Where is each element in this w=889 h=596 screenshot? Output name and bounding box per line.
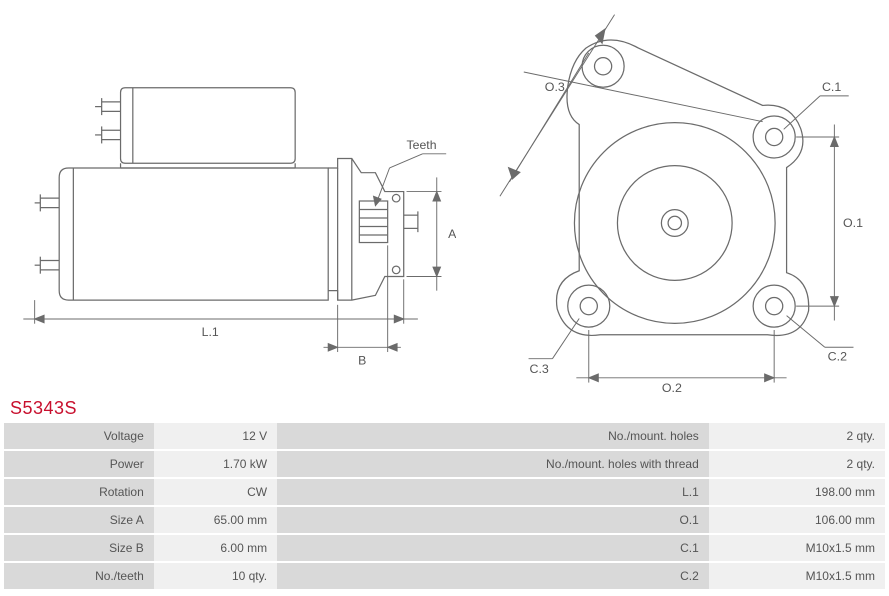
- spec-label: Power: [4, 451, 154, 477]
- spec-label: L.1: [277, 479, 709, 505]
- dim-label-o1: O.1: [843, 216, 863, 230]
- table-row: Power 1.70 kW No./mount. holes with thre…: [4, 451, 885, 477]
- table-row: Voltage 12 V No./mount. holes 2 qty.: [4, 423, 885, 449]
- spec-label: C.1: [277, 535, 709, 561]
- spec-value: 2 qty.: [709, 423, 885, 449]
- table-row: Size A 65.00 mm O.1 106.00 mm: [4, 507, 885, 533]
- diagram-area: L.1 B A: [4, 4, 885, 394]
- part-number: S5343S: [10, 398, 885, 419]
- spec-value: 6.00 mm: [154, 535, 277, 561]
- diagram-side-view: L.1 B A: [12, 8, 456, 394]
- spec-value: 65.00 mm: [154, 507, 277, 533]
- table-row: Rotation CW L.1 198.00 mm: [4, 479, 885, 505]
- spec-label: Size A: [4, 507, 154, 533]
- dim-label-o3: O.3: [544, 80, 564, 94]
- spec-value: 198.00 mm: [709, 479, 885, 505]
- spec-value: 10 qty.: [154, 563, 277, 589]
- table-row: No./teeth 10 qty. C.2 M10x1.5 mm: [4, 563, 885, 589]
- dim-label-l1: L.1: [202, 325, 219, 339]
- spec-value: M10x1.5 mm: [709, 563, 885, 589]
- spec-table: Voltage 12 V No./mount. holes 2 qty. Pow…: [4, 421, 885, 591]
- spec-label: Size B: [4, 535, 154, 561]
- spec-label: O.1: [277, 507, 709, 533]
- spec-label: Rotation: [4, 479, 154, 505]
- dim-label-b: B: [358, 353, 366, 367]
- dim-label-c2: C.2: [827, 350, 846, 364]
- spec-value: M10x1.5 mm: [709, 535, 885, 561]
- dim-label-c3: C.3: [529, 362, 548, 376]
- spec-value: 2 qty.: [709, 451, 885, 477]
- dim-label-a: A: [448, 227, 456, 241]
- spec-label: No./mount. holes: [277, 423, 709, 449]
- dim-label-c1: C.1: [822, 80, 841, 94]
- spec-label: C.2: [277, 563, 709, 589]
- dim-label-teeth: Teeth: [407, 138, 437, 152]
- spec-label: No./teeth: [4, 563, 154, 589]
- diagram-front-view: O.3 C.1 C.2 C.3: [476, 8, 877, 394]
- spec-label: No./mount. holes with thread: [277, 451, 709, 477]
- spec-value: 1.70 kW: [154, 451, 277, 477]
- spec-label: Voltage: [4, 423, 154, 449]
- dim-label-o2: O.2: [662, 381, 682, 394]
- spec-value: 12 V: [154, 423, 277, 449]
- spec-value: CW: [154, 479, 277, 505]
- spec-value: 106.00 mm: [709, 507, 885, 533]
- table-row: Size B 6.00 mm C.1 M10x1.5 mm: [4, 535, 885, 561]
